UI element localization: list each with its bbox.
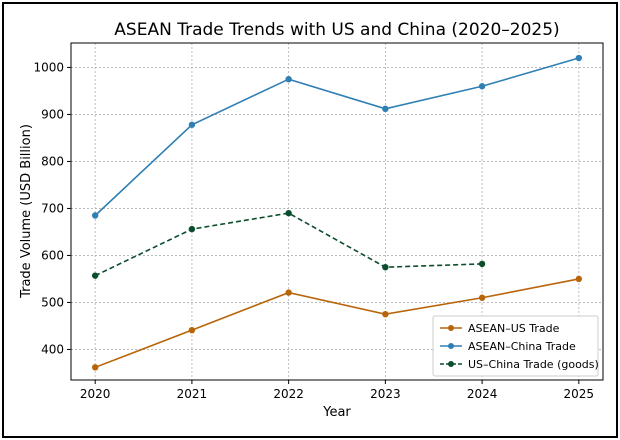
legend-marker	[448, 325, 454, 331]
y-tick-label: 700	[41, 201, 64, 215]
x-tick-label: 2020	[80, 387, 111, 401]
data-point	[188, 225, 196, 233]
data-point	[91, 272, 99, 279]
data-point	[478, 260, 486, 268]
data-point	[478, 294, 486, 301]
plot-area-border	[70, 42, 604, 381]
axis-ticks: 2020 2021 2022 2023 2024 2025 400 500 600 700 800 9…	[33, 60, 594, 401]
legend-marker	[448, 361, 454, 367]
x-tick-label: 2023	[370, 387, 401, 401]
data-point	[285, 75, 292, 83]
data-point	[188, 121, 196, 128]
y-tick-label: 500	[41, 295, 64, 309]
series-2	[91, 54, 583, 219]
series-1	[91, 275, 583, 371]
data-point	[575, 54, 583, 62]
data-point	[285, 289, 292, 296]
data-point	[382, 105, 389, 113]
legend-marker	[448, 343, 454, 349]
y-axis-label: Trade Volume (USD Billion)	[19, 124, 34, 299]
y-tick-label: 800	[41, 154, 64, 168]
data-point	[382, 263, 389, 271]
series-3	[91, 209, 486, 279]
data-point	[478, 83, 486, 90]
chart-title: ASEAN Trade Trends with US and China (20…	[114, 20, 559, 40]
legend: ASEAN–US Trade ASEAN–China Trade US–China …	[432, 315, 599, 377]
legend-label: ASEAN–US Trade	[468, 322, 560, 335]
x-tick-label: 2021	[177, 387, 208, 401]
y-tick-label: 1000	[33, 60, 64, 74]
x-tick-label: 2025	[564, 387, 595, 401]
y-tick-label: 400	[41, 342, 64, 356]
data-point	[575, 275, 583, 283]
legend-label: US–China Trade (goods)	[468, 358, 599, 371]
y-tick-label: 600	[41, 248, 64, 262]
data-point	[91, 364, 99, 371]
data-point	[91, 212, 99, 219]
x-tick-label: 2024	[467, 387, 498, 401]
series-line	[94, 278, 579, 369]
series-line	[94, 212, 483, 277]
series-line	[94, 57, 580, 217]
x-axis-label: Year	[322, 405, 351, 420]
legend-box	[432, 315, 599, 377]
data-point	[188, 326, 196, 334]
legend-label: ASEAN–China Trade	[468, 340, 576, 353]
series-layer	[91, 54, 583, 371]
data-point	[382, 310, 389, 318]
x-tick-label: 2022	[273, 387, 304, 401]
data-point	[285, 209, 292, 217]
y-tick-label: 900	[41, 107, 64, 121]
